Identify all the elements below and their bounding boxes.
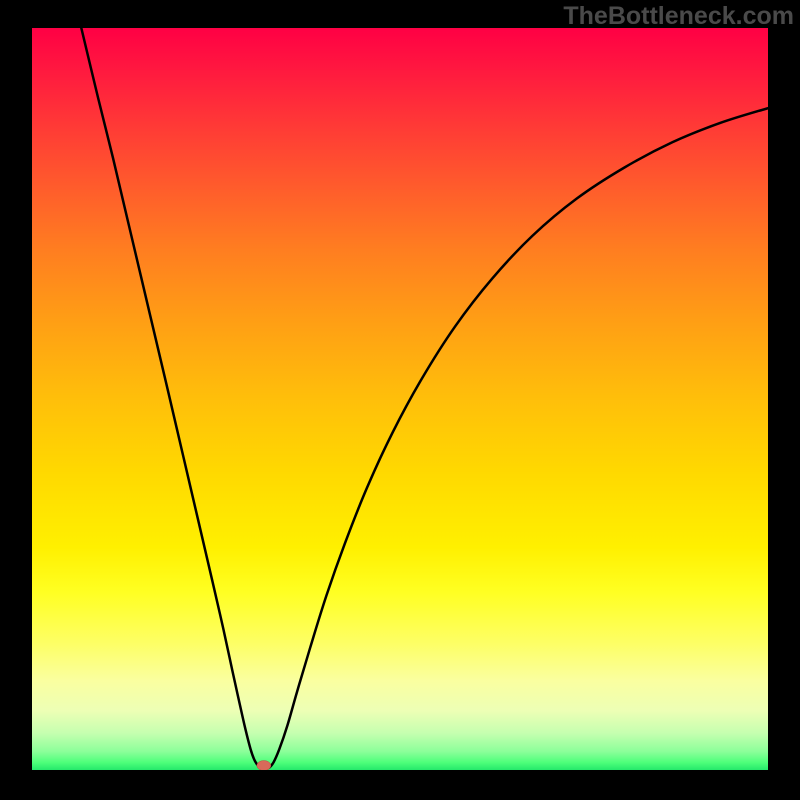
- chart-svg: [32, 28, 768, 770]
- chart-plot-area: [32, 28, 768, 770]
- minimum-marker: [257, 761, 271, 770]
- watermark-text: TheBottleneck.com: [563, 2, 794, 31]
- chart-background: [32, 28, 768, 770]
